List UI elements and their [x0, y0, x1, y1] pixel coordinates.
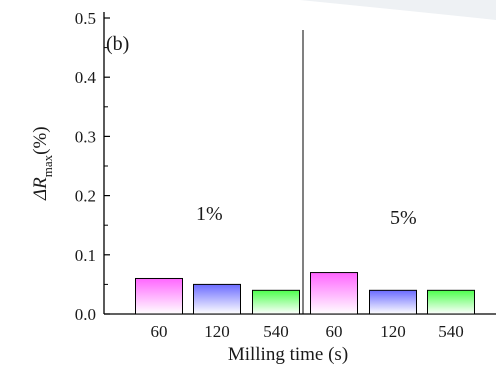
y-tick-label: 0.3 — [75, 127, 96, 146]
x-tick-label: 60 — [326, 322, 343, 341]
bars — [135, 272, 475, 315]
y-axis-symbol: ΔR — [30, 177, 51, 201]
bar — [135, 277, 183, 315]
background-decoration — [300, 0, 496, 20]
x-axis-title: Milling time (s) — [228, 344, 348, 365]
y-axis-title: ΔRmax(%) — [30, 126, 55, 201]
panel-label: (b) — [106, 33, 129, 55]
bar — [193, 283, 241, 315]
y-tick-label: 0.5 — [75, 9, 96, 28]
x-tick-label: 540 — [263, 322, 289, 341]
y-tick-label: 0.2 — [75, 187, 96, 206]
bar — [310, 272, 358, 315]
y-tick-label: 0.0 — [75, 305, 96, 324]
y-tick-label: 0.1 — [75, 246, 96, 265]
y-ticks: 0.0 0.1 0.2 0.3 0.4 0.5 — [75, 9, 110, 324]
x-ticks: 60 120 540 60 120 540 — [151, 322, 464, 341]
y-axis-subscript: max — [40, 154, 55, 177]
x-tick-label: 120 — [380, 322, 406, 341]
x-tick-label: 120 — [204, 322, 230, 341]
x-tick-label: 540 — [438, 322, 464, 341]
bar — [427, 289, 475, 315]
group-label-1: 1% — [196, 203, 223, 225]
y-axis-unit: (%) — [30, 126, 51, 154]
group-label-2: 5% — [390, 207, 417, 229]
bar — [252, 289, 300, 315]
y-tick-label: 0.4 — [75, 68, 97, 87]
bar — [369, 289, 417, 315]
x-tick-label: 60 — [151, 322, 168, 341]
